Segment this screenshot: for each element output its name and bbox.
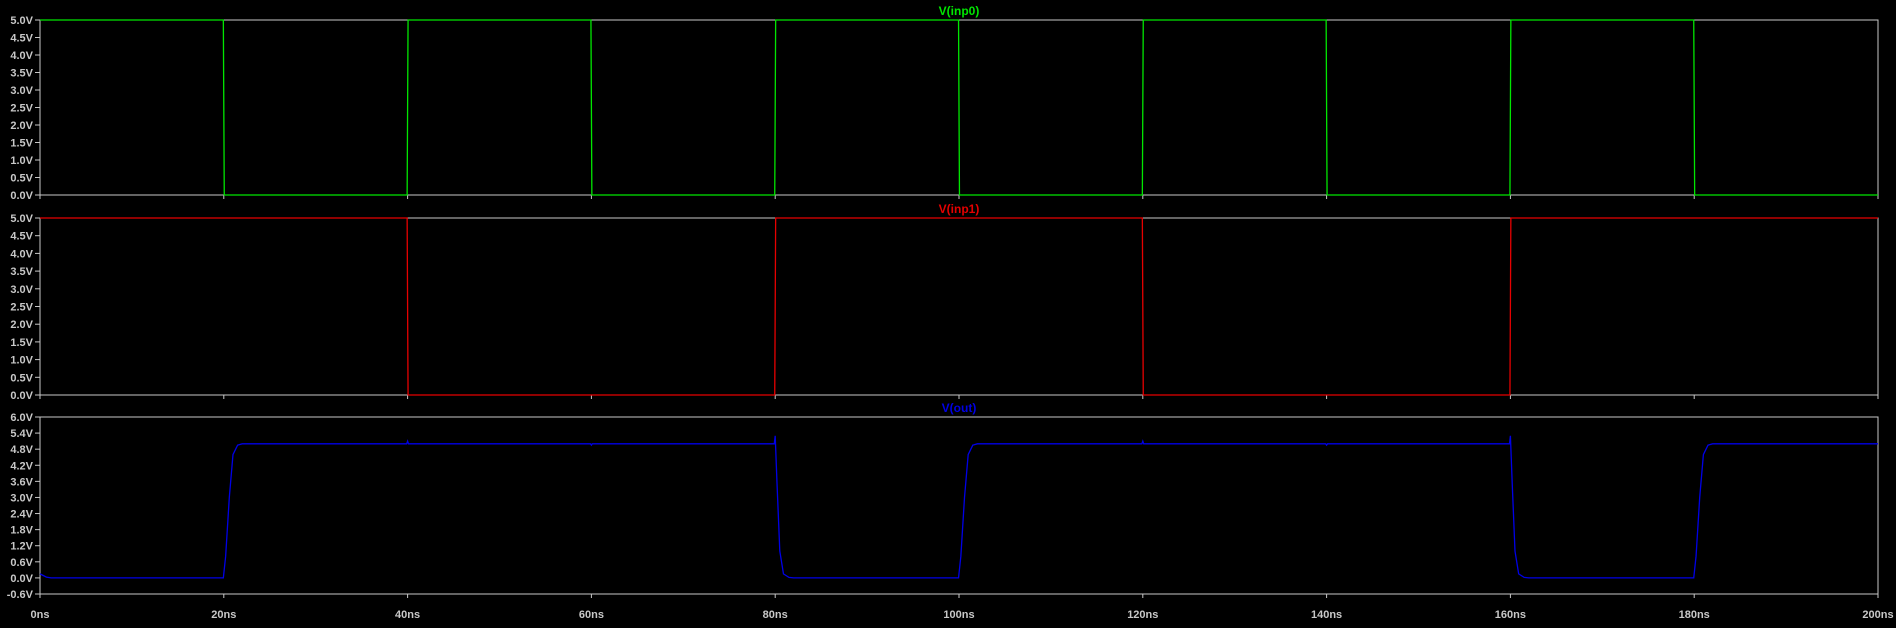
y-tick-label: 4.0V (10, 50, 33, 62)
y-tick-label: 1.5V (10, 337, 33, 349)
y-tick-label: 6.0V (10, 412, 33, 424)
series-trace (39, 435, 1878, 579)
y-tick-label: 4.8V (10, 444, 33, 456)
x-tick-label: 0ns (31, 609, 50, 621)
y-tick-label: 0.6V (10, 557, 33, 569)
y-tick-label: 5.0V (10, 213, 33, 225)
y-tick-label: 3.5V (10, 266, 33, 278)
y-tick-label: 4.5V (10, 231, 33, 243)
y-tick-label: 0.5V (10, 372, 33, 384)
y-tick-label: -0.6V (7, 589, 34, 601)
y-tick-label: 2.5V (10, 103, 33, 115)
y-tick-label: 1.5V (10, 138, 33, 150)
x-tick-label: 120ns (1127, 609, 1158, 621)
y-tick-label: 5.4V (10, 428, 33, 440)
y-tick-label: 2.0V (10, 319, 33, 331)
y-tick-label: 1.0V (10, 155, 33, 167)
y-tick-label: 2.5V (10, 302, 33, 314)
x-tick-label: 20ns (211, 609, 236, 621)
y-tick-label: 3.5V (10, 68, 33, 80)
pane-title: V(out) (942, 401, 977, 415)
pane-title: V(inp0) (939, 4, 980, 18)
y-tick-label: 1.0V (10, 355, 33, 367)
y-tick-label: 1.8V (10, 525, 33, 537)
y-tick-label: 3.6V (10, 476, 33, 488)
x-tick-label: 200ns (1862, 609, 1893, 621)
pane-title: V(inp1) (939, 202, 980, 216)
x-tick-label: 160ns (1495, 609, 1526, 621)
x-tick-label: 60ns (579, 609, 604, 621)
series-trace (40, 217, 1878, 396)
y-tick-label: 3.0V (10, 284, 33, 296)
x-tick-label: 140ns (1311, 609, 1342, 621)
y-tick-label: 0.0V (10, 190, 33, 202)
x-tick-label: 40ns (395, 609, 420, 621)
y-tick-label: 0.0V (10, 573, 33, 585)
x-tick-label: 180ns (1679, 609, 1710, 621)
y-tick-label: 4.0V (10, 248, 33, 260)
x-tick-label: 80ns (763, 609, 788, 621)
y-tick-label: 4.5V (10, 33, 33, 45)
y-tick-label: 0.0V (10, 390, 33, 402)
y-tick-label: 4.2V (10, 460, 33, 472)
pane-frame (39, 217, 1879, 396)
y-tick-label: 2.4V (10, 509, 33, 521)
series-trace (40, 19, 1878, 196)
y-tick-label: 3.0V (10, 85, 33, 97)
y-tick-label: 0.5V (10, 173, 33, 185)
x-tick-label: 100ns (943, 609, 974, 621)
y-tick-label: 1.2V (10, 541, 33, 553)
y-tick-label: 2.0V (10, 120, 33, 132)
y-tick-label: 5.0V (10, 15, 33, 27)
y-tick-label: 3.0V (10, 492, 33, 504)
